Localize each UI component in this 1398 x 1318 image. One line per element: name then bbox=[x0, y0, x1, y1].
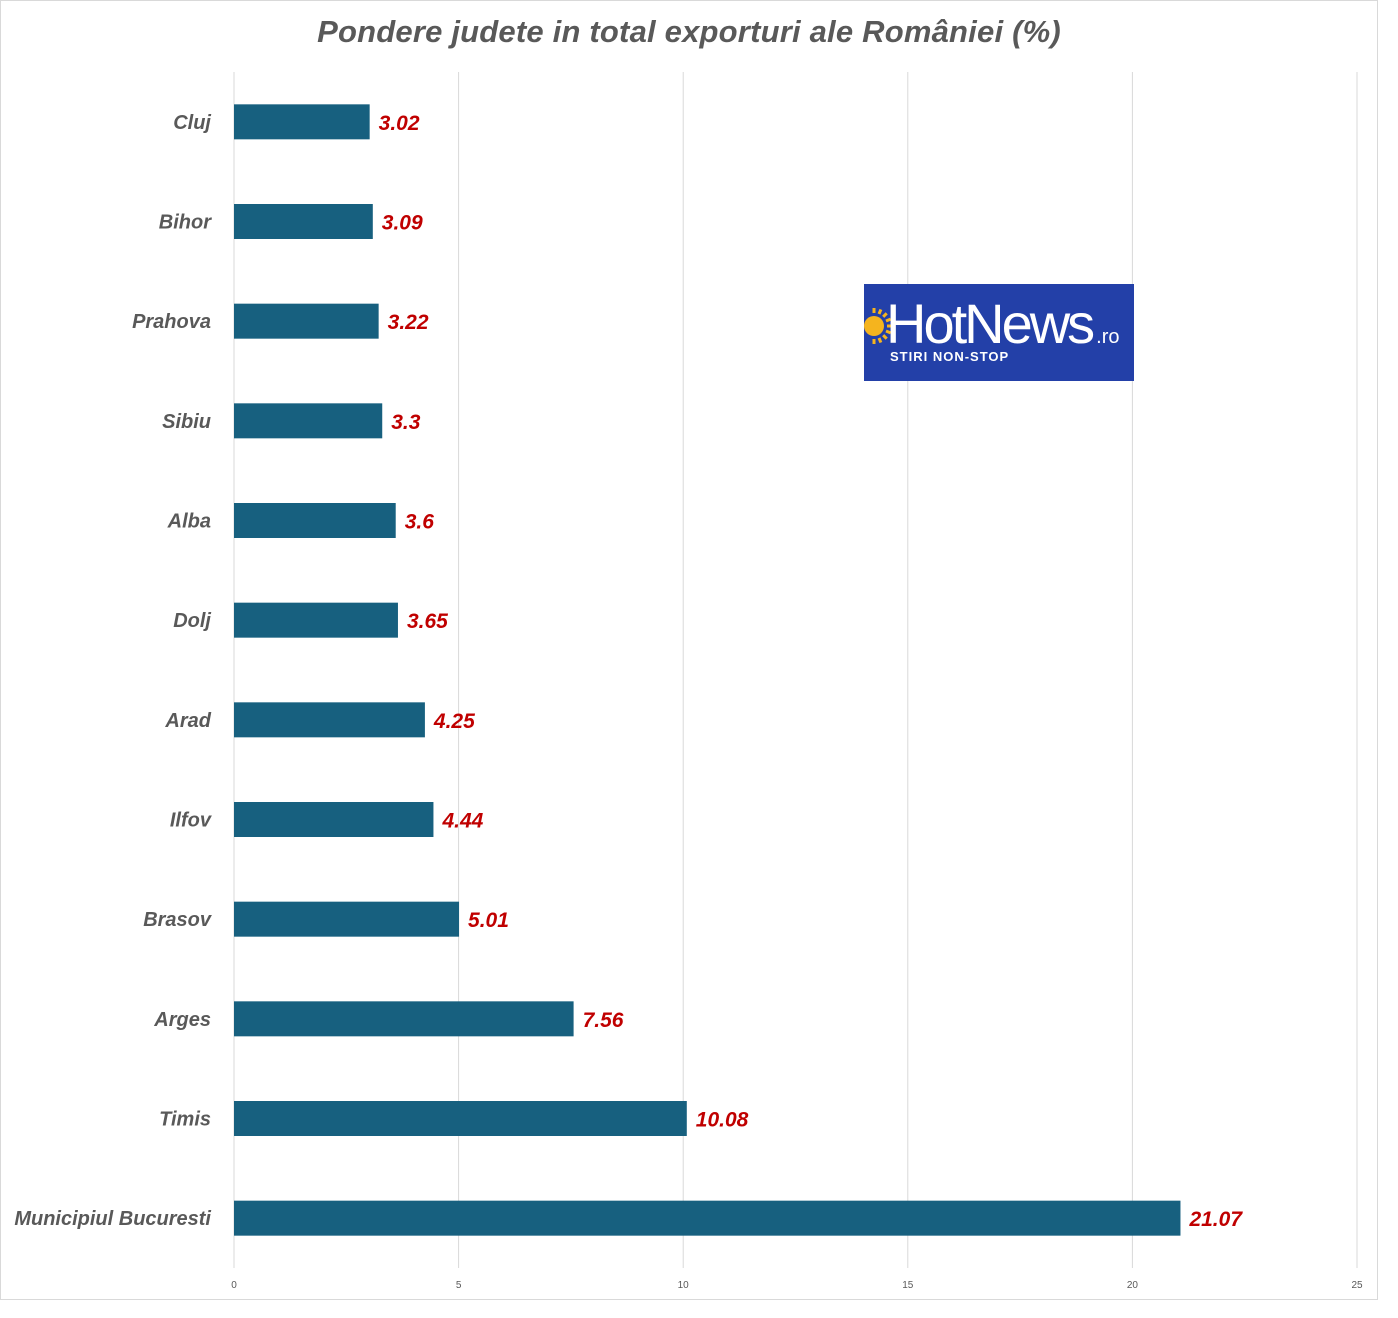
x-tick-label: 10 bbox=[678, 1280, 690, 1291]
chart-title: Pondere judete in total exporturi ale Ro… bbox=[317, 14, 1061, 49]
category-label: Timis bbox=[159, 1109, 211, 1131]
chart-frame bbox=[0, 0, 1378, 1300]
bar bbox=[234, 204, 373, 239]
value-label: 3.22 bbox=[388, 311, 429, 334]
logo-suffix: .ro bbox=[1096, 326, 1120, 348]
bar bbox=[234, 702, 425, 738]
logo-wordmark: HotNews .ro bbox=[886, 294, 1120, 367]
x-tick-label: 20 bbox=[1127, 1280, 1139, 1291]
hotnews-logo: HotNews .ro STIRI NON-STOP bbox=[864, 284, 1134, 381]
category-label: Cluj bbox=[173, 112, 211, 134]
x-tick-label: 25 bbox=[1351, 1280, 1363, 1291]
value-label: 21.07 bbox=[1188, 1208, 1243, 1231]
bar bbox=[234, 303, 379, 339]
bar bbox=[234, 901, 460, 937]
value-label: 3.6 bbox=[405, 511, 435, 534]
bar-chart: 0 5 10 15 20 25 Cluj 3.02 Bihor 3.09 Prahova 3.22 Si… bbox=[14, 72, 1363, 1291]
bar bbox=[234, 403, 383, 439]
x-tick-label: 0 bbox=[231, 1280, 237, 1291]
bar bbox=[234, 1101, 687, 1136]
value-label: 3.09 bbox=[382, 212, 423, 235]
category-label: Brasov bbox=[143, 909, 213, 931]
bar bbox=[234, 1001, 574, 1037]
labels: 0 5 10 15 20 25 Cluj 3.02 Bihor 3.09 Prahova 3.22 Si… bbox=[14, 112, 1363, 1291]
value-label: 3.65 bbox=[407, 610, 448, 633]
category-label: Bihor bbox=[159, 212, 212, 234]
x-tick-label: 5 bbox=[456, 1280, 462, 1291]
category-label: Alba bbox=[167, 511, 211, 533]
x-tick-label: 15 bbox=[902, 1280, 914, 1291]
bar bbox=[234, 104, 370, 140]
bar bbox=[234, 1200, 1181, 1236]
value-label: 10.08 bbox=[696, 1109, 749, 1132]
category-label: Municipiul Bucuresti bbox=[14, 1208, 211, 1230]
logo-tagline: STIRI NON-STOP bbox=[890, 349, 1010, 364]
category-label: Arges bbox=[153, 1009, 211, 1031]
value-label: 3.3 bbox=[391, 411, 421, 434]
category-label: Prahova bbox=[132, 311, 211, 333]
category-label: Dolj bbox=[173, 610, 211, 632]
logo-name: HotNews bbox=[886, 292, 1095, 355]
value-label: 5.01 bbox=[468, 909, 509, 932]
bar bbox=[234, 503, 396, 538]
value-label: 3.02 bbox=[379, 112, 420, 135]
sun-icon bbox=[864, 308, 892, 344]
value-label: 4.25 bbox=[433, 710, 475, 733]
bar bbox=[234, 802, 434, 837]
category-label: Arad bbox=[164, 710, 211, 732]
bars bbox=[234, 104, 1181, 1236]
grid-lines bbox=[233, 72, 1358, 1268]
value-label: 7.56 bbox=[583, 1009, 624, 1032]
value-label: 4.44 bbox=[441, 810, 483, 833]
category-label: Sibiu bbox=[162, 411, 211, 433]
bar bbox=[234, 602, 398, 638]
category-label: Ilfov bbox=[170, 810, 213, 832]
